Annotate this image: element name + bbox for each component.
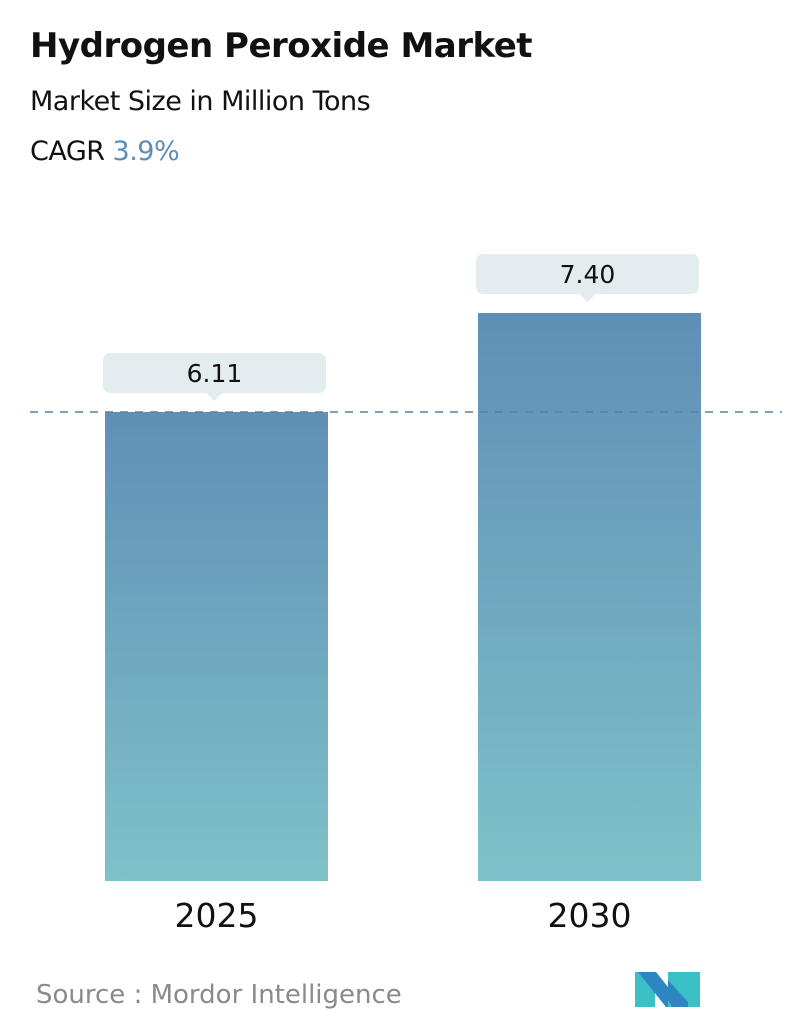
cagr-value: 3.9% [112,136,180,167]
source-text: Source : Mordor Intelligence [36,980,402,1010]
value-label: 7.40 [560,260,616,289]
value-label-box [476,253,699,302]
value-label: 6.11 [187,359,243,388]
chart-subtitle: Market Size in Million Tons [30,86,371,117]
value-label-box [103,352,326,401]
bar-2025 [105,411,328,881]
x-tick-label: 2030 [548,896,632,935]
cagr-label: CAGR [30,136,105,167]
x-tick-label: 2025 [175,896,259,935]
bar-2030 [478,312,701,881]
cagr: CAGR 3.9% [30,136,180,167]
chart-title: Hydrogen Peroxide Market [30,26,533,66]
